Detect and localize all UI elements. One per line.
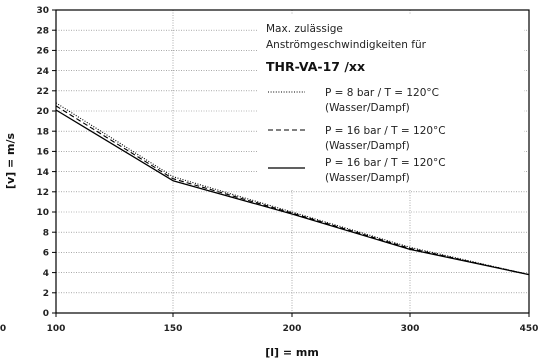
x-axis-title: [l] = mm [265, 346, 319, 359]
y-tick-label: 6 [43, 249, 49, 259]
legend-model: THR-VA-17 /xx [266, 59, 365, 74]
series-lines [55, 102, 530, 276]
legend-series-3-line2: (Wasser/Dampf) [325, 172, 410, 184]
y-tick-label: 26 [36, 47, 49, 57]
y-tick-label: 22 [36, 87, 49, 97]
y-tick-label: 10 [36, 208, 49, 218]
legend-box [258, 14, 524, 190]
y-axis-title: [v] = m/s [4, 132, 17, 189]
y-tick-label: 28 [36, 26, 49, 36]
x-tick-label: 100 [47, 324, 66, 334]
y-tick-label: 18 [36, 127, 49, 137]
y-tick-label: 30 [36, 6, 49, 16]
y-tick-label: 4 [43, 269, 49, 279]
y-tick-label: 2 [43, 289, 49, 299]
y-tick-label: 8 [43, 228, 49, 238]
legend-series-2-line1: P = 16 bar / T = 120°C [325, 125, 446, 137]
y-tick-label: 20 [36, 107, 49, 117]
legend-series-3-line1: P = 16 bar / T = 120°C [325, 157, 446, 169]
y-tick-label: 12 [36, 188, 49, 198]
x-tick-label-clipped: 0 [0, 324, 6, 334]
legend-series-1-line2: (Wasser/Dampf) [325, 102, 410, 114]
series-line-solid [55, 109, 530, 276]
x-tick-label: 150 [164, 324, 183, 334]
y-tick-label: 0 [43, 309, 49, 319]
y-tick-label: 16 [36, 148, 49, 158]
x-tick-label: 200 [283, 324, 302, 334]
x-tick-label: 300 [401, 324, 420, 334]
legend-series-2-line2: (Wasser/Dampf) [325, 140, 410, 152]
legend-title-line1: Max. zulässige [266, 23, 343, 35]
y-tick-label: 24 [36, 67, 49, 77]
y-tick-label: 14 [36, 168, 49, 178]
legend: Max. zulässige Anströmgeschwindigkeiten … [258, 14, 524, 190]
x-tick-label: 450 [520, 324, 539, 334]
series-line-dashed [55, 105, 530, 276]
legend-title-line2: Anströmgeschwindigkeiten für [266, 39, 427, 51]
legend-series-1-line1: P = 8 bar / T = 120°C [325, 87, 439, 99]
